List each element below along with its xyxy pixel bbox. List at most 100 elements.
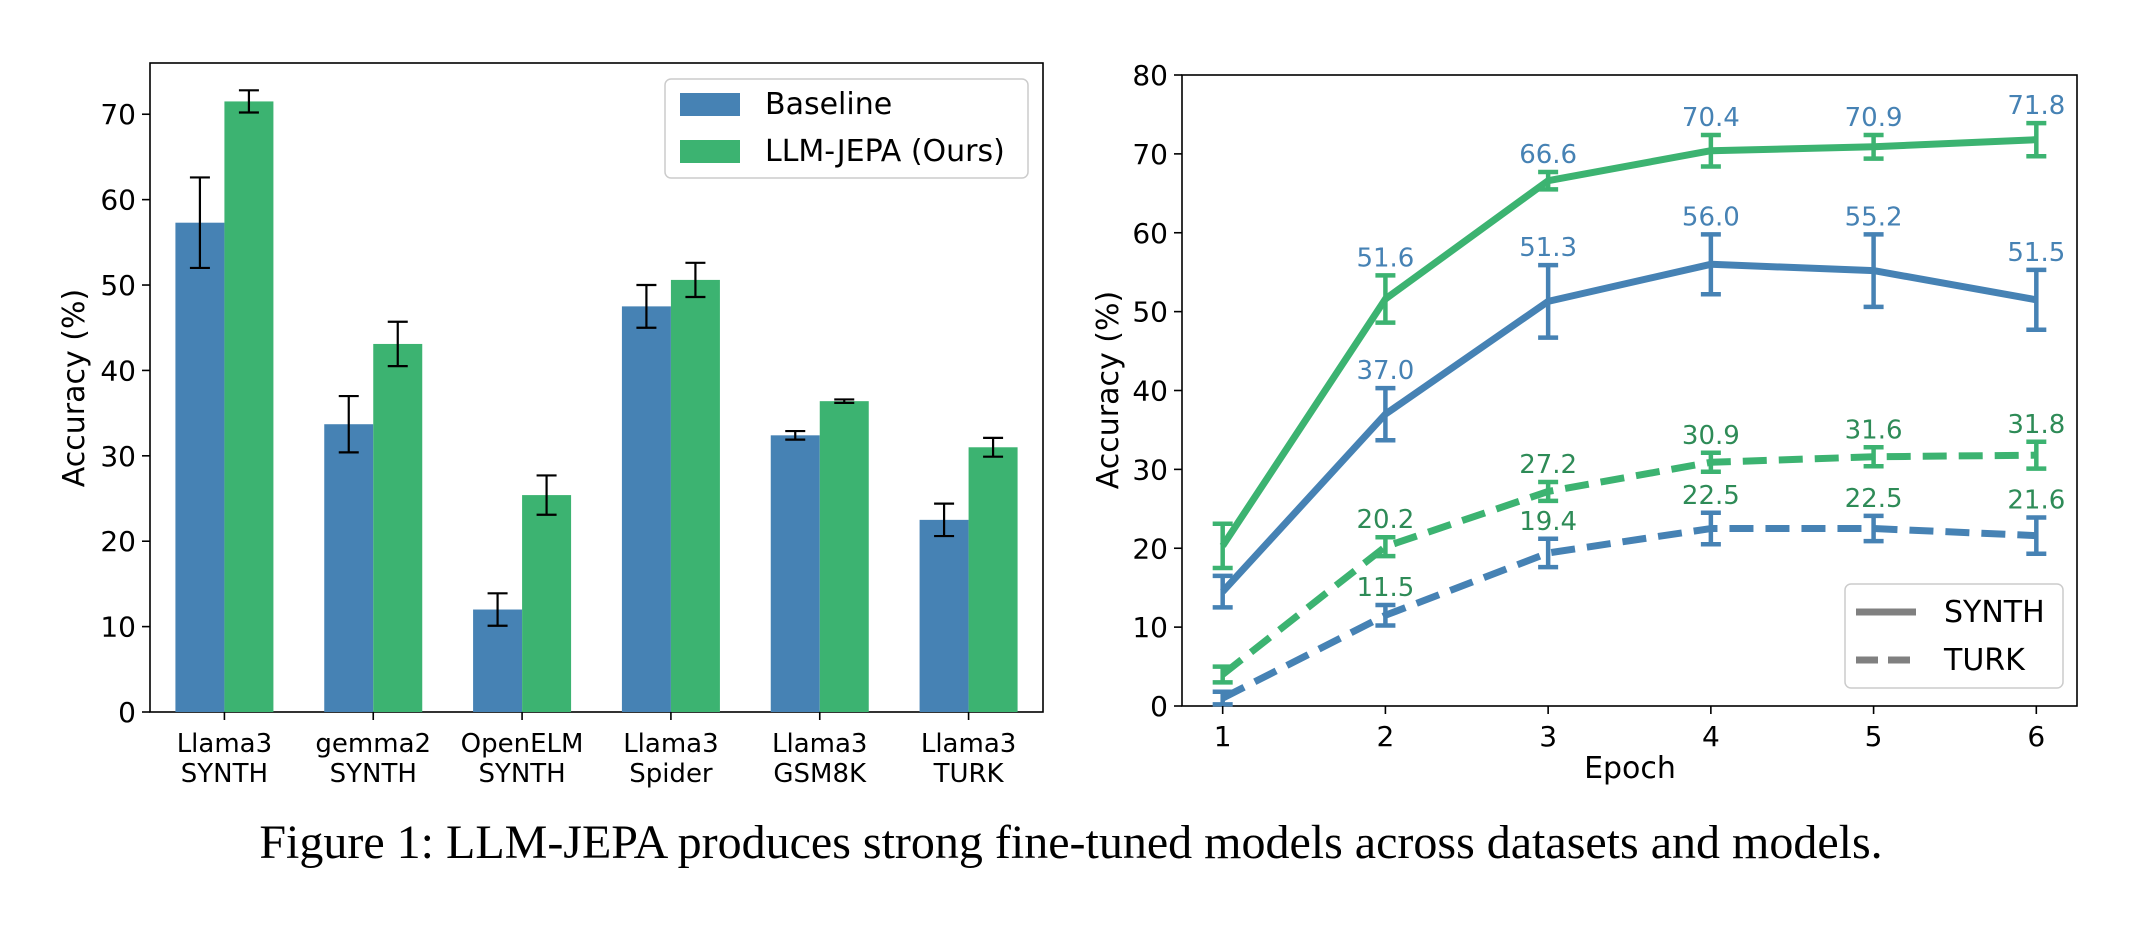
bar-chart: 010203040506070Llama3SYNTHgemma2SYNTHOpe…	[57, 62, 1044, 789]
error-bar	[1212, 521, 1233, 571]
x-tick-label: 1	[1214, 720, 1232, 753]
y-tick-label: 30	[100, 440, 136, 473]
y-tick-label: 30	[1132, 453, 1168, 486]
line-y-axis-label: Accuracy (%)	[1091, 291, 1126, 489]
series-line	[1219, 136, 2037, 548]
error-bar	[1863, 445, 1884, 469]
data-label: 31.8	[2007, 410, 2065, 440]
bar	[373, 343, 423, 712]
error-bar	[2026, 120, 2047, 159]
error-bar	[983, 436, 1004, 458]
series-line	[1220, 260, 2037, 594]
data-label: 21.6	[2007, 485, 2065, 515]
error-bar	[1375, 534, 1396, 559]
y-tick-label: 0	[118, 696, 136, 729]
line-axes: 0 10 20 30 40 50 60 70 80 1 2 3 4 5 6	[1132, 59, 2045, 753]
x-tick-label: SYNTH	[330, 759, 417, 789]
bar	[919, 519, 969, 712]
bar	[968, 447, 1018, 712]
y-tick-label: 60	[1132, 217, 1168, 250]
x-tick-label: OpenELM	[461, 729, 584, 759]
y-tick-label: 60	[100, 184, 136, 217]
data-label: 70.9	[1845, 103, 1903, 133]
error-bar	[1212, 689, 1233, 707]
legend-label-baseline: Baseline	[765, 87, 892, 122]
y-tick-label: 10	[100, 611, 136, 644]
error-bar	[685, 261, 706, 299]
bar	[324, 424, 374, 712]
error-bar	[1863, 232, 1884, 310]
x-tick-label: 2	[1376, 720, 1394, 753]
error-bar	[785, 429, 806, 441]
data-label: 51.5	[2007, 238, 2065, 268]
legend-label-synth: SYNTH	[1944, 595, 2045, 630]
error-bar	[834, 398, 855, 404]
line-chart: 51.6 66.6 70.4 70.9 71.8 37.0 51.3 56.0 55.2 51.5…	[1091, 59, 2078, 786]
error-bar	[1538, 262, 1559, 340]
x-tick-label: Llama3	[623, 729, 718, 759]
x-tick-label: SYNTH	[181, 759, 268, 789]
series: 51.6 66.6 70.4 70.9 71.8	[1212, 91, 2065, 571]
figure-caption: Figure 1: LLM-JEPA produces strong fine-…	[259, 816, 1883, 869]
error-bar	[1538, 479, 1559, 504]
bar	[670, 279, 720, 712]
data-label: 19.4	[1519, 507, 1577, 537]
legend-swatch-baseline	[680, 93, 740, 116]
x-tick-label: 5	[1865, 720, 1883, 753]
error-bar	[1863, 132, 1884, 161]
data-label: 30.9	[1682, 421, 1740, 451]
y-tick-label: 0	[1150, 690, 1168, 723]
bar-axes: 010203040506070Llama3SYNTHgemma2SYNTHOpe…	[100, 98, 1016, 789]
x-tick-label: SYNTH	[478, 759, 565, 789]
data-label: 27.2	[1519, 450, 1577, 480]
x-tick-label: 4	[1702, 720, 1720, 753]
error-bar	[1538, 169, 1559, 192]
error-bar	[1538, 536, 1559, 570]
line-legend: SYNTH TURK	[1844, 583, 2064, 689]
error-bar	[2026, 515, 2047, 557]
error-bar	[487, 592, 508, 627]
x-tick-label: Llama3	[177, 729, 272, 759]
data-label: 51.3	[1519, 233, 1577, 263]
x-tick-label: TURK	[933, 759, 1005, 789]
bar-y-axis-label: Accuracy (%)	[57, 289, 92, 487]
data-label: 55.2	[1845, 202, 1903, 232]
data-label: 66.6	[1519, 140, 1577, 170]
x-tick-label: Llama3	[772, 729, 867, 759]
series: 20.2 27.2 30.9 31.6 31.8	[1212, 410, 2065, 685]
y-tick-label: 50	[100, 269, 136, 302]
error-bar	[636, 283, 657, 329]
y-tick-label: 80	[1132, 59, 1168, 92]
x-tick-label: GSM8K	[773, 759, 867, 789]
bar	[621, 306, 671, 712]
data-label: 56.0	[1682, 202, 1740, 232]
error-bar	[1863, 513, 1884, 544]
line-marks: 51.6 66.6 70.4 70.9 71.8 37.0 51.3 56.0 55.2 51.5…	[1212, 91, 2065, 707]
legend-label-turk: TURK	[1943, 643, 2026, 678]
error-bar	[1375, 273, 1396, 325]
series: 37.0 51.3 56.0 55.2 51.5	[1212, 202, 2065, 610]
data-label: 11.5	[1356, 573, 1414, 603]
series-line	[1220, 451, 2037, 678]
data-label: 20.2	[1356, 505, 1414, 535]
x-tick-label: Spider	[629, 759, 713, 789]
error-bar	[387, 320, 408, 368]
data-label: 70.4	[1682, 103, 1740, 133]
bar	[224, 101, 274, 713]
y-tick-label: 20	[100, 525, 136, 558]
x-tick-label: Llama3	[921, 729, 1016, 759]
y-tick-label: 70	[100, 98, 136, 131]
error-bar	[934, 502, 955, 538]
bar	[770, 435, 820, 712]
series-line	[1221, 525, 2037, 702]
y-tick-label: 40	[100, 354, 136, 387]
legend-swatch-llm-jepa	[680, 140, 740, 163]
y-tick-label: 50	[1132, 296, 1168, 329]
y-tick-label: 10	[1132, 611, 1168, 644]
legend-box	[664, 78, 1029, 179]
line-x-axis-label: Epoch	[1584, 751, 1676, 786]
data-label: 22.5	[1682, 481, 1740, 511]
legend-label-llm-jepa: LLM-JEPA (Ours)	[765, 134, 1005, 169]
bar	[819, 401, 869, 712]
y-tick-label: 70	[1132, 138, 1168, 171]
